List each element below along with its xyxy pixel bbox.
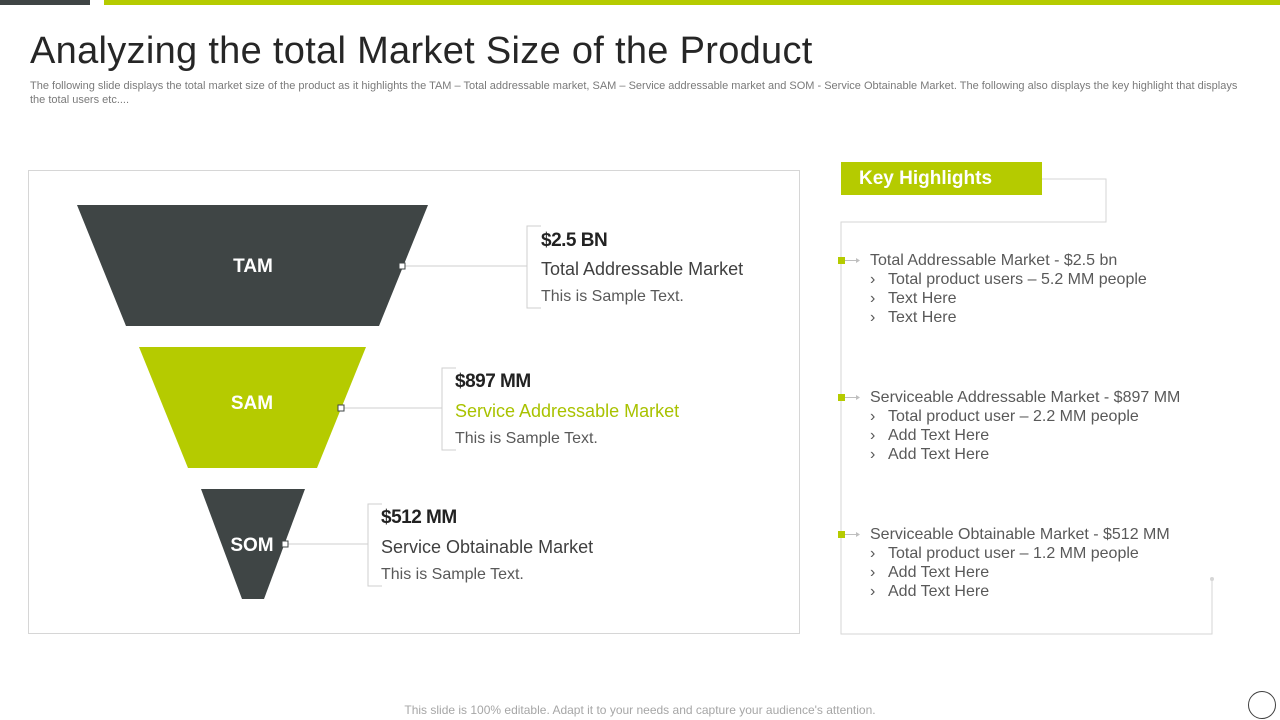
chevron-right-icon: › (870, 427, 876, 444)
footer-note: This slide is 100% editable. Adapt it to… (404, 703, 876, 717)
funnel-segment-som (201, 489, 305, 599)
key-highlights-frame-top (840, 178, 1213, 635)
bracket-sam (441, 367, 456, 451)
highlight-item-text: Add Text Here (888, 564, 990, 581)
chevron-right-icon: › (870, 309, 876, 326)
highlight-item: › Total product user – 1.2 MM people (870, 545, 1139, 563)
highlight-item: › Text Here (870, 290, 956, 308)
highlight-heading-sam: Serviceable Addressable Market - $897 MM (870, 389, 1181, 406)
sam-value: $897 MM (455, 371, 531, 392)
highlight-heading-som: Serviceable Obtainable Market - $512 MM (870, 526, 1170, 543)
chevron-right-icon: › (870, 271, 876, 288)
chevron-right-icon: › (870, 446, 876, 463)
slide-corner-circle (1248, 691, 1276, 719)
chevron-right-icon: › (870, 408, 876, 425)
highlight-item: › Add Text Here (870, 564, 989, 582)
bracket-tam (526, 225, 541, 309)
highlight-item-text: Add Text Here (888, 427, 990, 444)
stage-label-som: SOM (230, 535, 274, 556)
tam-value: $2.5 BN (541, 230, 608, 251)
stage-label-sam: SAM (230, 393, 274, 414)
chevron-right-icon: › (870, 290, 876, 307)
highlight-marker-3 (838, 531, 860, 538)
highlight-item-text: Text Here (888, 290, 957, 307)
stage-label-tam: TAM (233, 256, 273, 277)
key-highlights-header: Key Highlights (841, 162, 1042, 195)
connector-dot-sam (337, 404, 345, 412)
sam-sample-text: This is Sample Text. (455, 430, 598, 447)
som-market-name: Service Obtainable Market (381, 537, 594, 557)
frame-end-dot (1210, 577, 1214, 581)
connector-dot-som (281, 540, 289, 548)
highlight-item-text: Total product user – 2.2 MM people (888, 408, 1139, 425)
slide-title: Analyzing the total Market Size of the P… (30, 30, 813, 72)
highlight-item-text: Add Text Here (888, 583, 990, 600)
tam-market-name: Total Addressable Market (541, 259, 744, 279)
bracket-som (367, 503, 382, 587)
som-sample-text: This is Sample Text. (381, 566, 524, 583)
highlight-item: › Total product user – 2.2 MM people (870, 408, 1139, 426)
top-accent-bar-dark (0, 0, 90, 5)
chevron-right-icon: › (870, 545, 876, 562)
chevron-right-icon: › (870, 583, 876, 600)
funnel-panel (28, 170, 800, 634)
som-value: $512 MM (381, 507, 457, 528)
highlight-marker-1 (838, 257, 860, 264)
connector-dot-tam (398, 262, 406, 270)
highlight-item: › Add Text Here (870, 583, 989, 601)
highlight-marker-2 (838, 394, 860, 401)
highlight-item: › Total product users – 5.2 MM people (870, 271, 1147, 289)
highlight-item: › Text Here (870, 309, 956, 327)
highlight-item-text: Text Here (888, 309, 957, 326)
funnel-segment-sam (139, 347, 366, 468)
highlight-item-text: Add Text Here (888, 446, 990, 463)
chevron-right-icon: › (870, 564, 876, 581)
highlight-item: › Add Text Here (870, 446, 989, 464)
sam-market-name: Service Addressable Market (455, 401, 680, 421)
highlight-item-text: Total product user – 1.2 MM people (888, 545, 1139, 562)
highlight-item: › Add Text Here (870, 427, 989, 445)
tam-sample-text: This is Sample Text. (541, 288, 684, 305)
highlight-item-text: Total product users – 5.2 MM people (888, 271, 1147, 288)
highlight-heading-tam: Total Addressable Market - $2.5 bn (870, 252, 1118, 269)
top-accent-bar-green (104, 0, 1280, 5)
funnel-segment-tam (77, 205, 428, 326)
slide-subtitle: The following slide displays the total m… (30, 80, 1238, 106)
